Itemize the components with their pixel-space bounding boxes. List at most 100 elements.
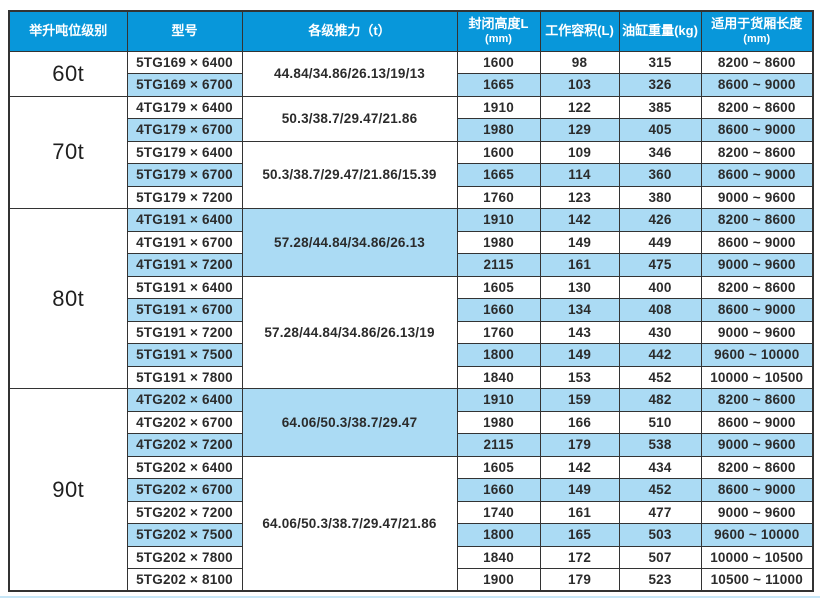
- cell-box-length: 8200 ~ 8600: [700, 140, 814, 164]
- cell-working-volume: 149: [539, 230, 620, 254]
- col-header-cylinder-weight: 油缸重量(kg): [618, 10, 702, 52]
- cell-working-volume: 179: [539, 568, 620, 592]
- cell-working-volume: 142: [539, 208, 620, 232]
- col-header-thrust-label: 各级推力（t）: [308, 23, 391, 39]
- cell-model: 4TG202 × 6700: [126, 410, 243, 434]
- table-row: 5TG191 × 7500 1800 149 442 9600 ~ 10000: [9, 343, 814, 367]
- cell-box-length: 8200 ~ 8600: [700, 388, 814, 412]
- table-row: 4TG191 × 6700 1980 149 449 8600 ~ 9000: [9, 230, 814, 254]
- cell-cylinder-weight: 385: [618, 95, 702, 119]
- cell-cylinder-weight: 452: [618, 365, 702, 389]
- cell-closed-height: 1800: [456, 343, 541, 367]
- cell-cylinder-weight: 475: [618, 253, 702, 277]
- col-header-working-volume-label: 工作容积(L): [545, 23, 614, 39]
- cell-cylinder-weight: 452: [618, 478, 702, 502]
- table-row: 5TG191 × 7800 1840 153 452 10000 ~ 10500: [9, 365, 814, 389]
- table-row: 4TG202 × 6700 1980 166 510 8600 ~ 9000: [9, 410, 814, 434]
- cell-cylinder-weight: 507: [618, 545, 702, 569]
- cell-working-volume: 172: [539, 545, 620, 569]
- spec-table-body: 60t 5TG169 × 6400 44.84/34.86/26.13/19/13 1…: [8, 50, 814, 592]
- cell-cylinder-weight: 482: [618, 388, 702, 412]
- cell-box-length: 9600 ~ 10000: [700, 523, 814, 547]
- cell-model: 5TG202 × 7800: [126, 545, 243, 569]
- cell-model: 5TG191 × 6700: [126, 298, 243, 322]
- table-header: 举升吨位级别 型号 各级推力（t） 封闭高度L (mm) 工作容积(L) 油缸重…: [8, 10, 814, 52]
- table-row: 80t 4TG191 × 6400 57.28/44.84/34.86/26.13 1…: [8, 208, 814, 389]
- cell-box-length: 8600 ~ 9000: [700, 230, 814, 254]
- col-header-model: 型号: [126, 10, 243, 52]
- cell-closed-height: 1900: [456, 568, 541, 592]
- cell-box-length: 10500 ~ 11000: [700, 568, 814, 592]
- col-header-thrust: 各级推力（t）: [241, 10, 458, 52]
- table-row: 5TG179 × 6400 50.3/38.7/29.47/21.86/15.39…: [9, 140, 814, 209]
- cell-model: 5TG202 × 6400: [126, 455, 243, 479]
- cell-cylinder-weight: 442: [618, 343, 702, 367]
- cell-box-length: 8200 ~ 8600: [700, 95, 814, 119]
- table-row: 60t 5TG169 × 6400 44.84/34.86/26.13/19/13 1…: [8, 50, 814, 97]
- cell-box-length: 8200 ~ 8600: [700, 275, 814, 299]
- cell-box-length: 9000 ~ 9600: [700, 185, 814, 209]
- cell-working-volume: 153: [539, 365, 620, 389]
- cell-working-volume: 142: [539, 455, 620, 479]
- cell-working-volume: 166: [539, 410, 620, 434]
- cell-closed-height: 1910: [456, 208, 541, 232]
- table-row: 5TG179 × 6700 1665 114 360 8600 ~ 9000: [9, 163, 814, 187]
- cell-closed-height: 1840: [456, 545, 541, 569]
- col-header-cylinder-weight-label: 油缸重量(kg): [622, 23, 698, 39]
- cell-box-length: 9000 ~ 9600: [700, 500, 814, 524]
- col-header-box-length: 适用于货厢长度 (mm): [700, 10, 814, 52]
- table-row: 4TG202 × 7200 2115 179 538 9000 ~ 9600: [9, 433, 814, 457]
- cell-cylinder-weight: 523: [618, 568, 702, 592]
- cell-cylinder-weight: 503: [618, 523, 702, 547]
- table-row: 5TG202 × 7200 1740 161 477 9000 ~ 9600: [9, 500, 814, 524]
- cell-box-length: 9000 ~ 9600: [700, 433, 814, 457]
- cell-cylinder-weight: 434: [618, 455, 702, 479]
- cell-working-volume: 122: [539, 95, 620, 119]
- cell-working-volume: 159: [539, 388, 620, 412]
- cell-box-length: 10000 ~ 10500: [700, 365, 814, 389]
- cell-cylinder-weight: 400: [618, 275, 702, 299]
- cell-closed-height: 1600: [456, 50, 541, 74]
- cell-model: 5TG191 × 7200: [126, 320, 243, 344]
- cell-model: 5TG179 × 6700: [126, 163, 243, 187]
- cell-closed-height: 1840: [456, 365, 541, 389]
- cell-working-volume: 129: [539, 118, 620, 142]
- cell-box-length: 9000 ~ 9600: [700, 253, 814, 277]
- cell-tonnage: 80t: [8, 208, 128, 389]
- cell-box-length: 9000 ~ 9600: [700, 320, 814, 344]
- cell-thrust: 57.28/44.84/34.86/26.13/19: [241, 275, 458, 389]
- cell-cylinder-weight: 510: [618, 410, 702, 434]
- cell-tonnage: 70t: [8, 95, 128, 209]
- cell-cylinder-weight: 538: [618, 433, 702, 457]
- cell-box-length: 8200 ~ 8600: [700, 455, 814, 479]
- cell-closed-height: 2115: [456, 433, 541, 457]
- cell-closed-height: 1760: [456, 320, 541, 344]
- cell-closed-height: 1980: [456, 230, 541, 254]
- cell-box-length: 10000 ~ 10500: [700, 545, 814, 569]
- cell-closed-height: 1760: [456, 185, 541, 209]
- cell-closed-height: 1800: [456, 523, 541, 547]
- cell-model: 4TG191 × 6700: [126, 230, 243, 254]
- cell-working-volume: 109: [539, 140, 620, 164]
- cell-model: 5TG191 × 7500: [126, 343, 243, 367]
- cell-closed-height: 1740: [456, 500, 541, 524]
- table-row: 5TG191 × 6700 1660 134 408 8600 ~ 9000: [9, 298, 814, 322]
- cell-thrust: 57.28/44.84/34.86/26.13: [241, 208, 458, 277]
- cell-model: 5TG179 × 7200: [126, 185, 243, 209]
- table-row: 70t 4TG179 × 6400 50.3/38.7/29.47/21.86 191…: [8, 95, 814, 209]
- col-header-closed-height-unit: (mm): [485, 32, 512, 45]
- table-row: 5TG202 × 8100 1900 179 523 10500 ~ 11000: [9, 568, 814, 592]
- cell-model: 5TG202 × 8100: [126, 568, 243, 592]
- cell-closed-height: 2115: [456, 253, 541, 277]
- cell-working-volume: 103: [539, 73, 620, 97]
- cell-working-volume: 149: [539, 343, 620, 367]
- cell-thrust: 64.06/50.3/38.7/29.47: [241, 388, 458, 457]
- cell-cylinder-weight: 408: [618, 298, 702, 322]
- cell-box-length: 9600 ~ 10000: [700, 343, 814, 367]
- cell-box-length: 8600 ~ 9000: [700, 410, 814, 434]
- cell-closed-height: 1980: [456, 118, 541, 142]
- cell-model: 5TG179 × 6400: [126, 140, 243, 164]
- header-row: 举升吨位级别 型号 各级推力（t） 封闭高度L (mm) 工作容积(L) 油缸重…: [8, 10, 814, 52]
- cell-closed-height: 1910: [456, 388, 541, 412]
